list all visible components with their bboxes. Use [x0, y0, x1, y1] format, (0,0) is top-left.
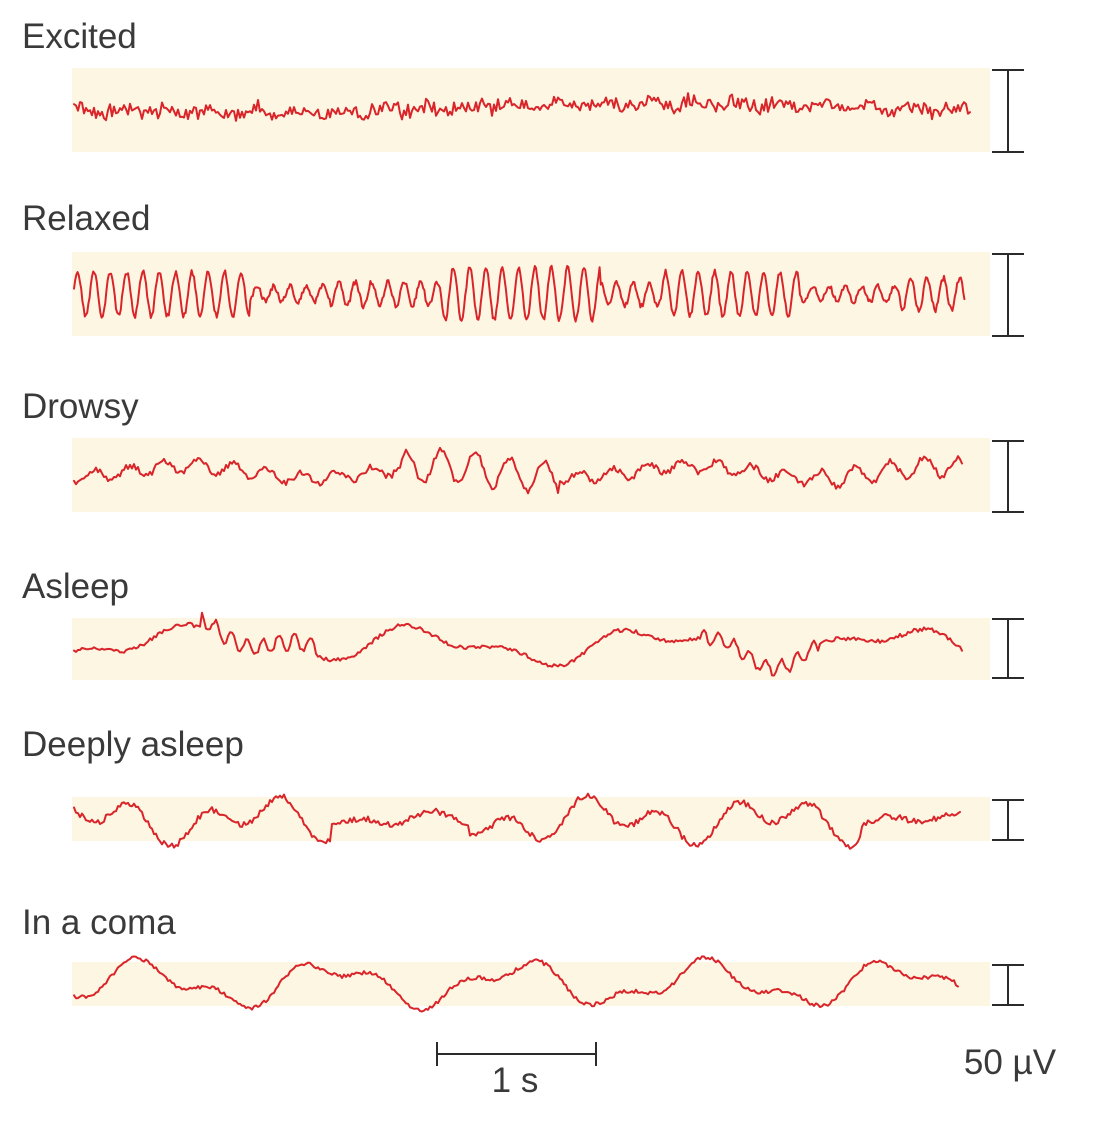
trace-band: [72, 962, 990, 1006]
state-label: In a coma: [22, 903, 176, 942]
eeg-trace-drowsy: [73, 446, 963, 495]
voltage-scale-bar: [992, 964, 1024, 1006]
row-asleep: Asleep: [22, 567, 1024, 680]
state-label: Deeply asleep: [22, 725, 244, 764]
row-deeply-asleep: Deeply asleep: [22, 725, 1024, 850]
state-label: Asleep: [22, 567, 129, 606]
state-label: Excited: [22, 17, 137, 56]
trace-band: [72, 618, 990, 680]
eeg-trace-excited: [73, 92, 971, 122]
voltage-scale-bar: [992, 69, 1024, 153]
row-in-a-coma: In a coma: [22, 903, 1024, 1013]
eeg-trace-deeply-asleep: [73, 792, 961, 850]
row-drowsy: Drowsy: [22, 387, 1024, 513]
voltage-scale-label: 50 µV: [964, 1043, 1057, 1082]
trace-band: [72, 68, 990, 152]
eeg-trace-relaxed: [73, 264, 966, 323]
eeg-trace-in-a-coma: [73, 955, 959, 1013]
voltage-scale-bar: [992, 618, 1024, 679]
voltage-scale-bar: [992, 440, 1024, 513]
time-scale-bar: [436, 1042, 597, 1066]
row-relaxed: Relaxed: [22, 199, 1024, 337]
voltage-scale-bar: [992, 799, 1024, 841]
state-label: Drowsy: [22, 387, 139, 426]
time-scale-label: 1 s: [492, 1061, 539, 1100]
eeg-trace-asleep: [73, 611, 963, 677]
row-excited: Excited: [22, 17, 1024, 153]
voltage-scale-bar: [992, 253, 1024, 337]
time-scale: 1 s: [436, 1042, 597, 1100]
state-label: Relaxed: [22, 199, 150, 238]
trace-band: [72, 438, 990, 512]
